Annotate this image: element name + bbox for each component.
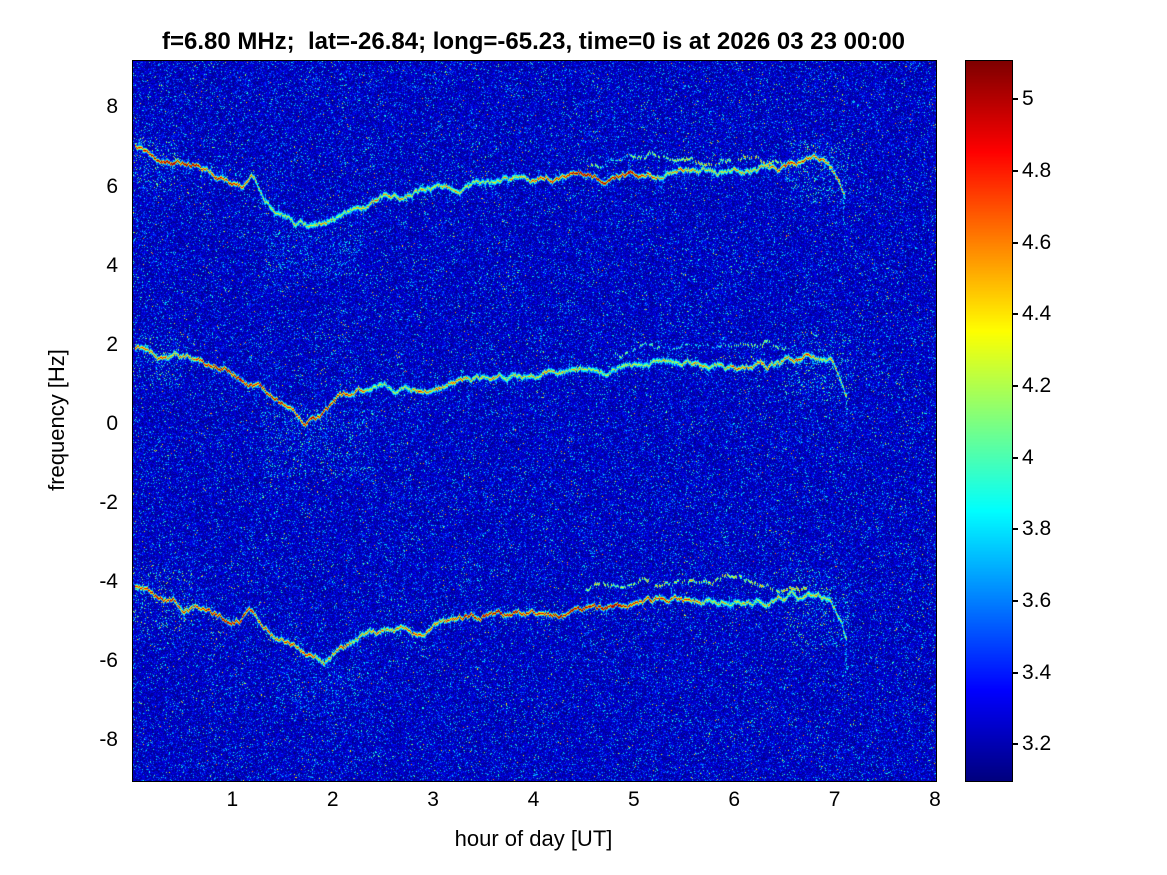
colorbar-tick-label: 3.8: [1022, 517, 1052, 541]
colorbar-tick-mark: [1012, 241, 1018, 244]
x-tick-label: 7: [828, 788, 841, 811]
x-axis-label: hour of day [UT]: [454, 826, 613, 851]
colorbar-tick-mark: [1012, 599, 1018, 602]
x-tick-label: 6: [728, 788, 741, 811]
x-tick-label: 2: [326, 788, 339, 811]
y-tick-label: 2: [106, 332, 118, 356]
colorbar-tick-mark: [1012, 384, 1018, 387]
y-tick-label: 0: [106, 411, 118, 435]
colorbar-tick-label: 5: [1022, 87, 1034, 111]
y-tick-label: 6: [106, 174, 118, 198]
x-tick-label: 1: [226, 788, 239, 811]
x-tick-label: 3: [427, 788, 439, 811]
colorbar-tick-mark: [1012, 743, 1018, 746]
y-tick-label: -4: [99, 570, 118, 594]
colorbar-tick-label: 4: [1022, 445, 1034, 469]
colorbar-tick-mark: [1012, 98, 1018, 101]
y-tick-label: -2: [99, 491, 118, 515]
y-tick-label: -8: [99, 728, 118, 752]
y-tick-label: 8: [106, 95, 118, 119]
colorbar-tick-label: 3.2: [1022, 732, 1052, 756]
x-tick-label: 4: [527, 788, 540, 811]
colorbar-tick-label: 4.4: [1022, 302, 1052, 326]
x-tick-label: 5: [628, 788, 640, 811]
colorbar-tick-label: 4.2: [1022, 373, 1052, 397]
colorbar-tick-label: 3.4: [1022, 660, 1052, 684]
y-tick-label: -6: [99, 649, 118, 673]
chart-title: f=6.80 MHz; lat=-26.84; long=-65.23, tim…: [161, 28, 906, 55]
colorbar-tick-mark: [1012, 671, 1018, 674]
colorbar-tick-mark: [1012, 313, 1018, 316]
colorbar-tick-mark: [1012, 456, 1018, 459]
spectrogram-canvas: [132, 60, 937, 782]
colorbar-tick-label: 4.6: [1022, 230, 1052, 254]
colorbar: [965, 60, 1013, 782]
colorbar-tick-mark: [1012, 528, 1018, 531]
y-tick-label: 4: [106, 253, 118, 277]
x-tick-label: 8: [929, 788, 941, 811]
colorbar-tick-mark: [1012, 170, 1018, 173]
colorbar-tick-label: 4.8: [1022, 159, 1052, 183]
colorbar-tick-label: 3.6: [1022, 588, 1052, 612]
